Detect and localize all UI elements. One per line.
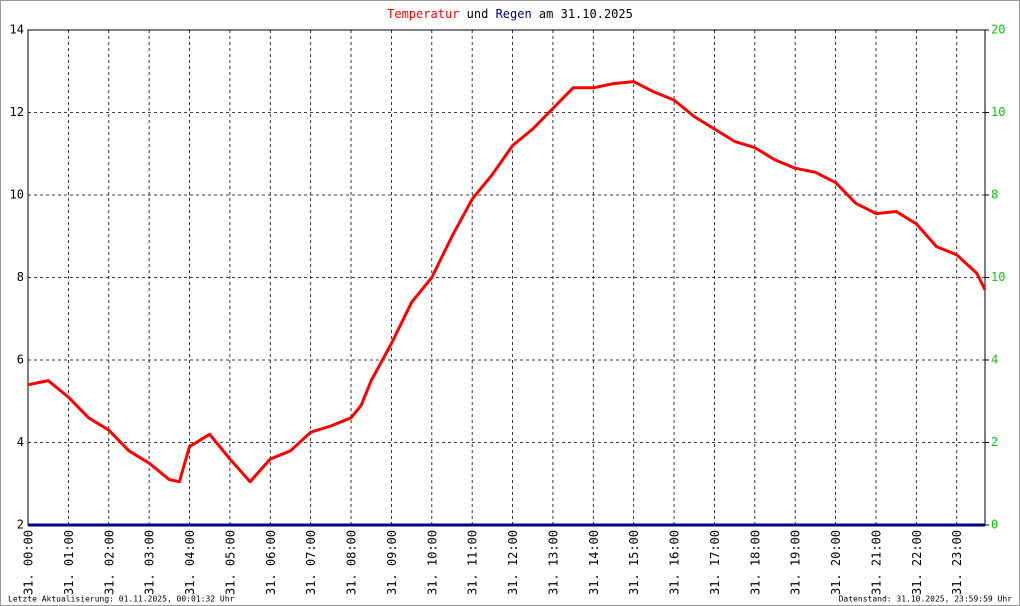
x-tick-label: 31. 20:00 — [829, 530, 843, 595]
y2-tick-label: 20 — [991, 23, 1005, 37]
y-tick-label: 6 — [17, 353, 24, 367]
line-series — [27, 80, 987, 484]
x-tick-label: 31. 13:00 — [546, 530, 560, 595]
x-tick-label: 31. 01:00 — [62, 530, 76, 595]
y-tick-label: 12 — [10, 105, 24, 119]
x-tick-label: 31. 17:00 — [708, 530, 722, 595]
x-tick-label: 31. 23:00 — [950, 530, 964, 595]
x-tick-label: 31. 11:00 — [466, 530, 480, 595]
x-tick-label: 31. 10:00 — [425, 530, 439, 595]
y-tick-label: 2 — [17, 518, 24, 532]
x-tick-label: 31. 18:00 — [748, 530, 762, 595]
x-tick-label: 31. 21:00 — [869, 530, 883, 595]
y-tick-label: 8 — [17, 270, 24, 284]
y-tick-label: 4 — [17, 435, 24, 449]
y2-tick-label: 2 — [991, 435, 998, 449]
x-tick-label: 31. 08:00 — [345, 530, 359, 595]
x-tick-label: 31. 06:00 — [264, 530, 278, 595]
x-tick-label: 31. 12:00 — [506, 530, 520, 595]
x-tick-label: 31. 04:00 — [183, 530, 197, 595]
x-tick-label: 31. 14:00 — [587, 530, 601, 595]
y2-tick-label: 8 — [991, 188, 998, 202]
y-tick-label: 14 — [10, 23, 24, 37]
x-tick-label: 31. 05:00 — [223, 530, 237, 595]
x-tick-label: 31. 02:00 — [102, 530, 116, 595]
y-tick-label: 10 — [10, 188, 24, 202]
y2-tick-label: 10 — [991, 105, 1005, 119]
footer-left: Letzte Aktualisierung: 01.11.2025, 00:01… — [8, 595, 235, 604]
x-tick-label: 31. 00:00 — [22, 530, 36, 595]
x-tick-label: 31. 15:00 — [627, 530, 641, 595]
x-tick-label: 31. 09:00 — [385, 530, 399, 595]
x-tick-label: 31. 16:00 — [668, 530, 682, 595]
y2-tick-label: 0 — [991, 518, 998, 532]
title-part: Regen — [496, 7, 532, 21]
title-part: und — [467, 7, 489, 21]
y2-tick-label: 4 — [991, 353, 998, 367]
title-part: Temperatur — [387, 7, 459, 21]
x-tick-label: 31. 22:00 — [910, 530, 924, 595]
x-tick-label: 31. 07:00 — [304, 530, 318, 595]
y2-tick-label: 10 — [991, 270, 1005, 284]
x-tick-label: 31. 19:00 — [789, 530, 803, 595]
x-tick-label: 31. 03:00 — [143, 530, 157, 595]
footer-right: Datenstand: 31.10.2025, 23:59:59 Uhr — [839, 595, 1013, 604]
title-part: am 31.10.2025 — [539, 7, 633, 21]
chart-title: Temperatur und Regen am 31.10.2025 — [387, 7, 633, 21]
